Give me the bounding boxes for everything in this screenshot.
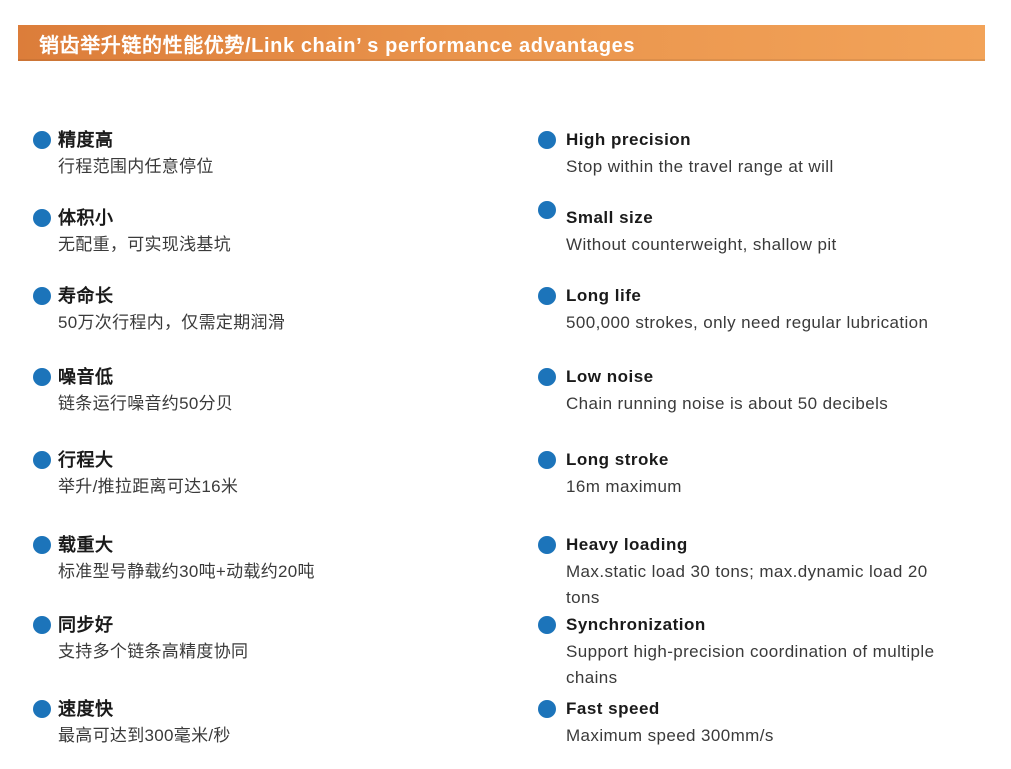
feature-desc-zh: 支持多个链条高精度协同 — [58, 642, 249, 661]
feature-desc-en: Chain running noise is about 50 decibels — [566, 394, 889, 413]
feature-desc-zh: 举升/推拉距离可达16米 — [58, 477, 239, 496]
feature-title-zh: 精度高 — [58, 130, 114, 150]
feature-item-en: Long stroke 16m maximum — [538, 448, 988, 500]
section-header-bar: 销齿举升链的性能优势/Link chain’ s performance adv… — [18, 25, 985, 61]
feature-item-en: Long life 500,000 strokes, only need reg… — [538, 284, 988, 336]
feature-texts-zh: 寿命长 50万次行程内，仅需定期润滑 — [58, 284, 285, 336]
feature-item-en: Low noise Chain running noise is about 5… — [538, 365, 988, 417]
feature-texts-en: Synchronization Support high-precision c… — [566, 613, 964, 691]
feature-texts-en: Low noise Chain running noise is about 5… — [566, 365, 888, 417]
feature-texts-zh: 行程大 举升/推拉距离可达16米 — [58, 448, 238, 500]
bullet-circle-icon — [538, 201, 556, 219]
feature-desc-zh: 无配重，可实现浅基坑 — [58, 235, 231, 254]
section-title: 销齿举升链的性能优势/Link chain’ s performance adv… — [39, 34, 636, 57]
feature-title-en: High precision — [566, 130, 692, 149]
bullet-circle-icon — [33, 700, 51, 718]
feature-desc-zh: 行程范围内任意停位 — [58, 157, 214, 176]
bullet-circle-icon — [33, 131, 51, 149]
feature-title-zh: 速度快 — [58, 699, 114, 719]
feature-item-zh: 载重大 标准型号静载约30吨+动载约20吨 — [33, 533, 503, 585]
feature-texts-en: Long life 500,000 strokes, only need reg… — [566, 284, 928, 336]
feature-title-en: Synchronization — [566, 615, 706, 634]
feature-title-en: Long stroke — [566, 450, 669, 469]
feature-desc-zh: 50万次行程内，仅需定期润滑 — [58, 313, 286, 332]
feature-item-zh: 寿命长 50万次行程内，仅需定期润滑 — [33, 284, 503, 336]
feature-desc-en: 16m maximum — [566, 477, 682, 496]
feature-texts-zh: 速度快 最高可达到300毫米/秒 — [58, 697, 231, 749]
bullet-circle-icon — [33, 368, 51, 386]
feature-item-zh: 行程大 举升/推拉距离可达16米 — [33, 448, 503, 500]
feature-texts-en: Fast speed Maximum speed 300mm/s — [566, 697, 774, 749]
bullet-circle-icon — [538, 131, 556, 149]
feature-desc-en: Maximum speed 300mm/s — [566, 726, 774, 745]
bullet-circle-icon — [33, 536, 51, 554]
feature-title-en: Low noise — [566, 367, 654, 386]
bullet-circle-icon — [538, 700, 556, 718]
feature-item-zh: 速度快 最高可达到300毫米/秒 — [33, 697, 503, 749]
bullet-circle-icon — [33, 287, 51, 305]
feature-desc-en: Max.static load 30 tons; max.dynamic loa… — [566, 562, 928, 607]
feature-title-zh: 体积小 — [58, 208, 114, 228]
feature-texts-zh: 同步好 支持多个链条高精度协同 — [58, 613, 248, 665]
bullet-circle-icon — [538, 368, 556, 386]
bullet-circle-icon — [33, 209, 51, 227]
feature-title-zh: 同步好 — [58, 615, 114, 635]
feature-title-zh: 噪音低 — [58, 367, 114, 387]
feature-item-en: Heavy loading Max.static load 30 tons; m… — [538, 533, 988, 611]
bullet-circle-icon — [538, 287, 556, 305]
feature-title-zh: 寿命长 — [58, 286, 114, 306]
feature-title-en: Long life — [566, 286, 642, 305]
feature-desc-zh: 标准型号静载约30吨+动载约20吨 — [58, 562, 315, 581]
bullet-circle-icon — [33, 451, 51, 469]
feature-title-en: Fast speed — [566, 699, 660, 718]
feature-item-en: High precision Stop within the travel ra… — [538, 128, 988, 180]
feature-title-zh: 载重大 — [58, 535, 114, 555]
feature-title-en: Small size — [566, 208, 654, 227]
feature-texts-zh: 体积小 无配重，可实现浅基坑 — [58, 206, 231, 258]
feature-item-zh: 体积小 无配重，可实现浅基坑 — [33, 206, 503, 258]
feature-item-zh: 噪音低 链条运行噪音约50分贝 — [33, 365, 503, 417]
feature-texts-zh: 精度高 行程范围内任意停位 — [58, 128, 214, 180]
feature-desc-en: 500,000 strokes, only need regular lubri… — [566, 313, 929, 332]
feature-desc-en: Support high-precision coordination of m… — [566, 642, 935, 687]
feature-texts-en: High precision Stop within the travel ra… — [566, 128, 834, 180]
feature-item-en: Fast speed Maximum speed 300mm/s — [538, 697, 988, 749]
bullet-circle-icon — [538, 536, 556, 554]
feature-item-zh: 同步好 支持多个链条高精度协同 — [33, 613, 503, 665]
feature-title-en: Heavy loading — [566, 535, 688, 554]
feature-item-en: Synchronization Support high-precision c… — [538, 613, 988, 691]
bullet-circle-icon — [538, 616, 556, 634]
feature-texts-en: Long stroke 16m maximum — [566, 448, 682, 500]
feature-item-en: Small size Without counterweight, shallo… — [538, 201, 988, 258]
feature-texts-en: Heavy loading Max.static load 30 tons; m… — [566, 533, 964, 611]
feature-texts-zh: 载重大 标准型号静载约30吨+动载约20吨 — [58, 533, 315, 585]
feature-desc-en: Stop within the travel range at will — [566, 157, 834, 176]
feature-desc-en: Without counterweight, shallow pit — [566, 235, 837, 254]
bullet-circle-icon — [33, 616, 51, 634]
feature-desc-zh: 链条运行噪音约50分贝 — [58, 394, 234, 413]
feature-texts-en: Small size Without counterweight, shallo… — [566, 206, 837, 258]
feature-title-zh: 行程大 — [58, 450, 114, 470]
feature-item-zh: 精度高 行程范围内任意停位 — [33, 128, 503, 180]
bullet-circle-icon — [538, 451, 556, 469]
feature-desc-zh: 最高可达到300毫米/秒 — [58, 726, 231, 745]
feature-texts-zh: 噪音低 链条运行噪音约50分贝 — [58, 365, 233, 417]
